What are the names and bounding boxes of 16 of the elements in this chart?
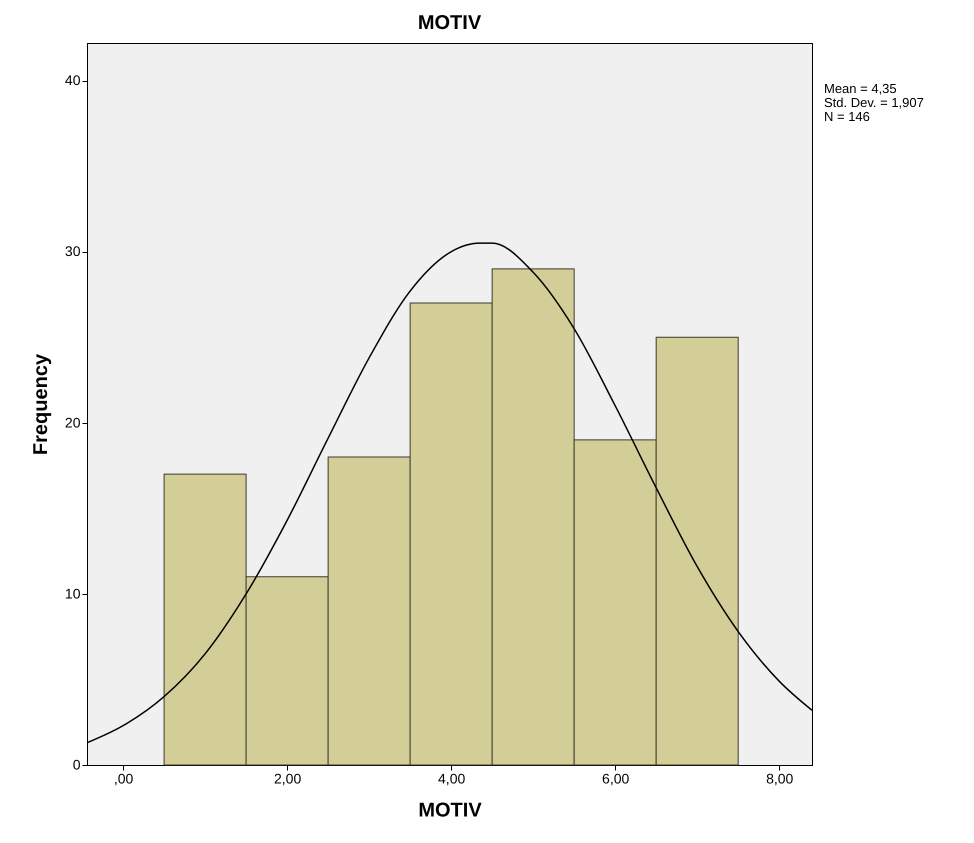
x-axis-title: MOTIV	[418, 800, 482, 822]
y-tick-label: 20	[64, 414, 81, 430]
y-axis-title: Frequency	[30, 353, 52, 456]
y-tick-label: 10	[64, 585, 81, 602]
x-tick-label: ,00	[114, 770, 134, 786]
text: Std. Dev. = 1,907	[824, 95, 924, 110]
text: Mean = 4,35	[824, 81, 897, 96]
y-tick-label: 0	[72, 756, 81, 772]
text: N = 146	[824, 109, 870, 124]
x-tick-label: 2,00	[274, 770, 302, 786]
x-tick-label: 4,00	[438, 770, 466, 786]
x-tick-label: 6,00	[602, 770, 630, 786]
chart-title: MOTIV	[418, 12, 482, 34]
y-tick-label: 40	[64, 72, 81, 88]
y-tick-label: 30	[64, 243, 81, 260]
x-tick-label: 8,00	[766, 770, 794, 786]
